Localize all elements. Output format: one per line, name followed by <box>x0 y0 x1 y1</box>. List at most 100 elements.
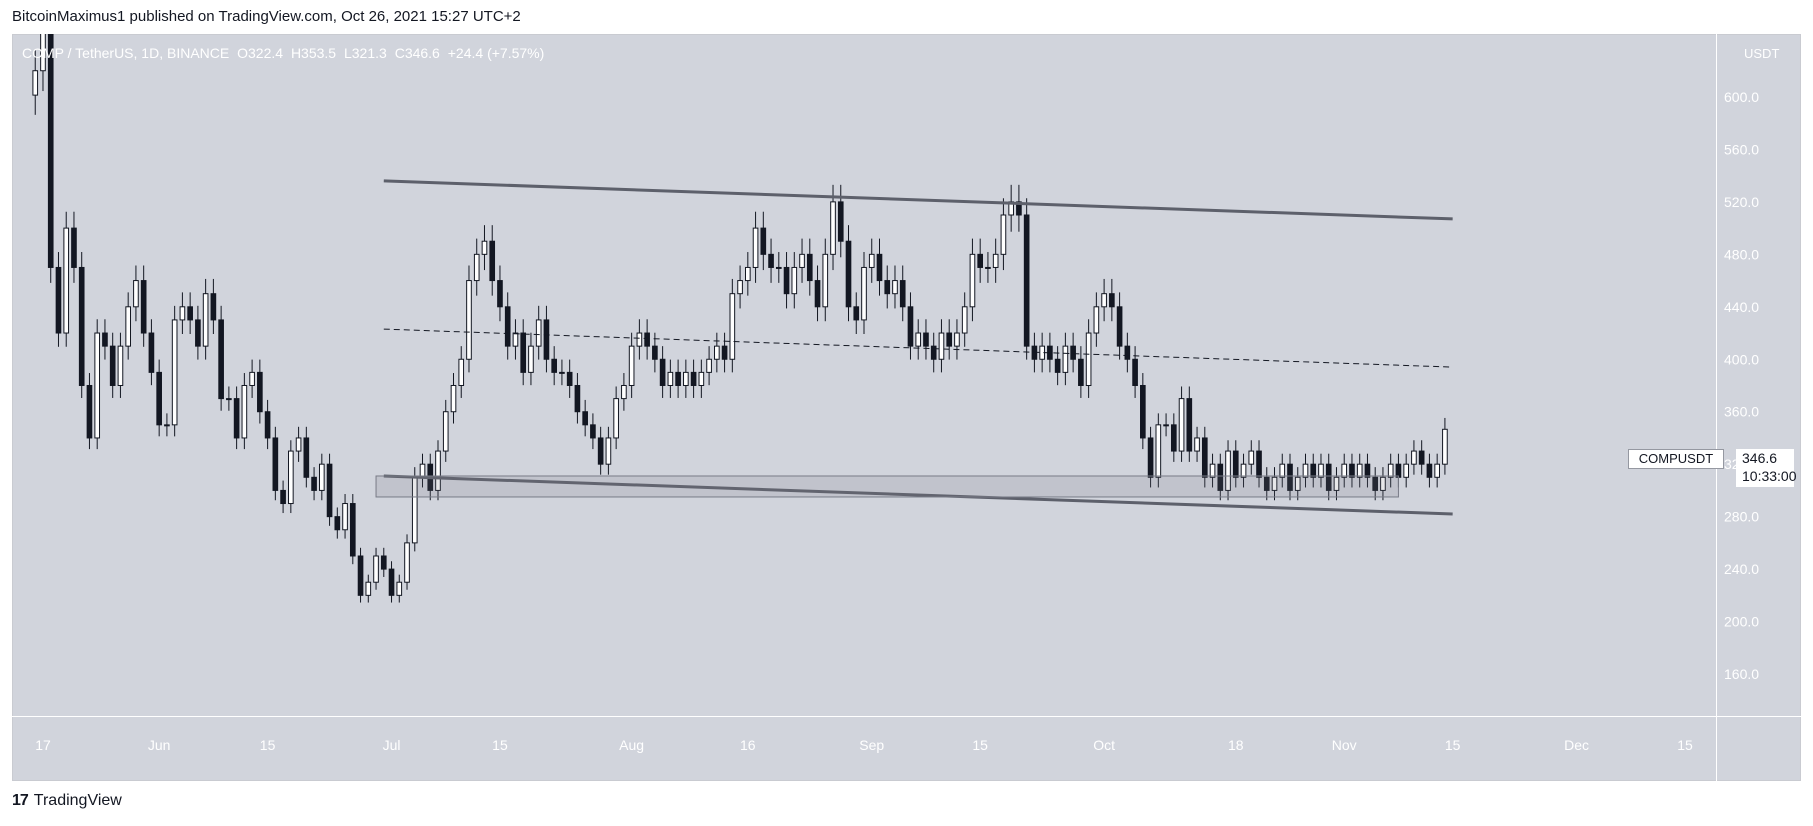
low-value: L321.3 <box>343 45 387 61</box>
candle <box>1116 292 1123 360</box>
candle-body <box>1016 201 1022 216</box>
candle <box>605 426 612 475</box>
candle <box>954 319 960 360</box>
current-price-label: 346.6 10:33:00 <box>1736 449 1797 487</box>
candle-body <box>1240 463 1247 478</box>
candle-body <box>86 384 93 439</box>
candle-body <box>1085 332 1092 386</box>
price-unit: USDT <box>1744 46 1780 61</box>
candle-body <box>969 253 976 308</box>
candle-body <box>1101 293 1107 308</box>
candle <box>218 305 224 411</box>
candle-body <box>961 306 968 334</box>
candle <box>404 534 410 590</box>
candle-body <box>907 306 914 347</box>
candle <box>380 547 387 577</box>
candle-body <box>233 398 240 439</box>
candle <box>528 332 534 386</box>
candlestick-chart[interactable]: 160.0200.0240.0280.0320.0360.0400.0440.0… <box>12 34 1801 781</box>
candle <box>1209 453 1216 488</box>
candle-body <box>520 332 527 373</box>
price-axis: 160.0200.0240.0280.0320.0360.0400.0440.0… <box>1716 34 1759 781</box>
candle <box>504 292 511 360</box>
candle <box>644 319 650 360</box>
x-tick-label: 18 <box>1228 737 1244 753</box>
candle-body <box>667 371 674 386</box>
candle <box>721 332 728 373</box>
candle <box>744 252 751 296</box>
candle <box>1078 346 1084 398</box>
candle-body <box>473 253 480 282</box>
candle-body <box>47 34 54 268</box>
candle <box>117 332 124 398</box>
candle-body <box>109 345 116 386</box>
x-tick-label: 15 <box>1445 737 1461 753</box>
candle <box>853 292 860 335</box>
chart-area[interactable] <box>12 34 1801 781</box>
candle-body <box>1201 437 1208 478</box>
candle <box>822 238 829 322</box>
candle <box>318 453 325 501</box>
candle <box>946 319 953 360</box>
candle-body <box>311 476 317 491</box>
candle <box>473 238 480 296</box>
candle-body <box>264 411 271 439</box>
candle <box>94 319 101 450</box>
candle <box>1263 467 1270 501</box>
candle <box>512 319 519 360</box>
candle-body <box>295 437 302 452</box>
candle <box>78 252 85 398</box>
candle-body <box>830 201 836 255</box>
candle-body <box>884 280 891 295</box>
close-value: C346.6 <box>394 45 440 61</box>
candle <box>109 332 116 398</box>
candle-body <box>853 306 860 321</box>
candle-body <box>806 253 813 282</box>
candle <box>102 319 108 360</box>
candle-body <box>799 253 805 268</box>
candle-body <box>1124 345 1131 360</box>
current-price: 346.6 <box>1742 450 1778 466</box>
candle-body <box>1140 384 1146 439</box>
candle <box>566 359 573 398</box>
candle <box>1248 440 1255 475</box>
candle-body <box>768 253 774 268</box>
candle <box>636 319 643 360</box>
candle <box>714 332 720 373</box>
candle <box>288 440 294 514</box>
candle <box>582 399 588 437</box>
candle <box>171 305 178 437</box>
candle <box>915 319 922 360</box>
candle <box>47 34 54 283</box>
candle-body <box>1132 358 1138 386</box>
candle <box>1418 440 1425 475</box>
footer-brand[interactable]: TradingView <box>33 792 122 809</box>
candle-body <box>1209 463 1216 478</box>
candle <box>71 211 77 283</box>
candle <box>892 265 898 309</box>
candle-body <box>218 319 224 400</box>
candle-body <box>1023 214 1030 347</box>
candle <box>961 292 968 347</box>
candle <box>868 238 875 283</box>
candle <box>535 305 542 360</box>
candle <box>1341 453 1348 488</box>
candle-body <box>419 463 426 478</box>
candle-body <box>1302 463 1309 478</box>
candle <box>210 278 217 335</box>
candle <box>1318 453 1324 488</box>
candle-body <box>775 266 782 269</box>
x-tick-label: 15 <box>972 737 988 753</box>
candle <box>806 238 813 296</box>
candle-body <box>1263 476 1270 491</box>
candle-body <box>683 371 689 386</box>
y-tick-label: 480.0 <box>1724 246 1759 262</box>
candle <box>621 373 627 411</box>
candle-body <box>442 411 449 452</box>
candle-body <box>133 280 139 308</box>
candle-body <box>1287 463 1293 491</box>
candle <box>1000 198 1007 271</box>
candle-body <box>365 581 372 596</box>
candle <box>729 278 736 373</box>
candle <box>40 34 46 92</box>
